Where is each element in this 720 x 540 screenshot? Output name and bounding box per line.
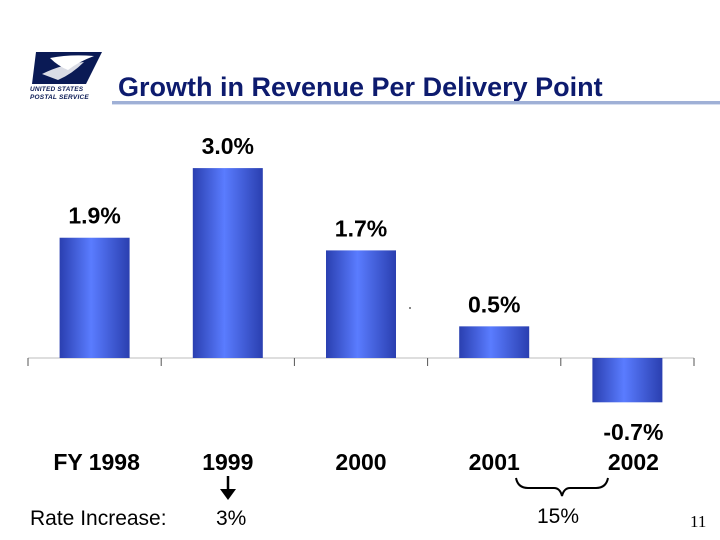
logo-text-line2: POSTAL SERVICE <box>30 94 89 101</box>
logo-text-line1: UNITED STATES <box>30 86 84 93</box>
rate-increase-first: 3% <box>216 507 247 530</box>
rate-bracket <box>515 477 609 497</box>
title-divider <box>112 101 720 104</box>
bar-fy-1998 <box>59 237 130 358</box>
page-title: Growth in Revenue Per Delivery Point <box>118 72 603 102</box>
page-number: 11 <box>690 512 707 531</box>
category-label: 2000 <box>335 449 386 475</box>
data-label: 3.0% <box>202 133 254 159</box>
category-label: 1999 <box>202 449 253 475</box>
category-label: 2001 <box>469 449 520 475</box>
category-label: FY 1998 <box>53 449 140 475</box>
stray-dot <box>409 307 411 309</box>
title-divider-shadow <box>112 104 720 105</box>
data-label: 0.5% <box>468 291 520 317</box>
data-label: 1.9% <box>68 203 120 229</box>
bar-1999 <box>192 168 263 358</box>
bar-2000 <box>326 250 396 358</box>
bar-2002 <box>592 358 663 403</box>
data-label: -0.7% <box>603 419 663 445</box>
category-label: 2002 <box>608 449 659 475</box>
usps-eagle-icon <box>32 52 102 84</box>
bar-2001 <box>459 326 530 358</box>
rate-increase-second: 15% <box>537 505 580 528</box>
rate-increase-label: Rate Increase: <box>30 507 167 530</box>
logo-text: UNITED STATES POSTAL SERVICE <box>30 86 100 102</box>
rate-arrow-head <box>220 489 236 500</box>
data-label: 1.7% <box>335 215 387 241</box>
